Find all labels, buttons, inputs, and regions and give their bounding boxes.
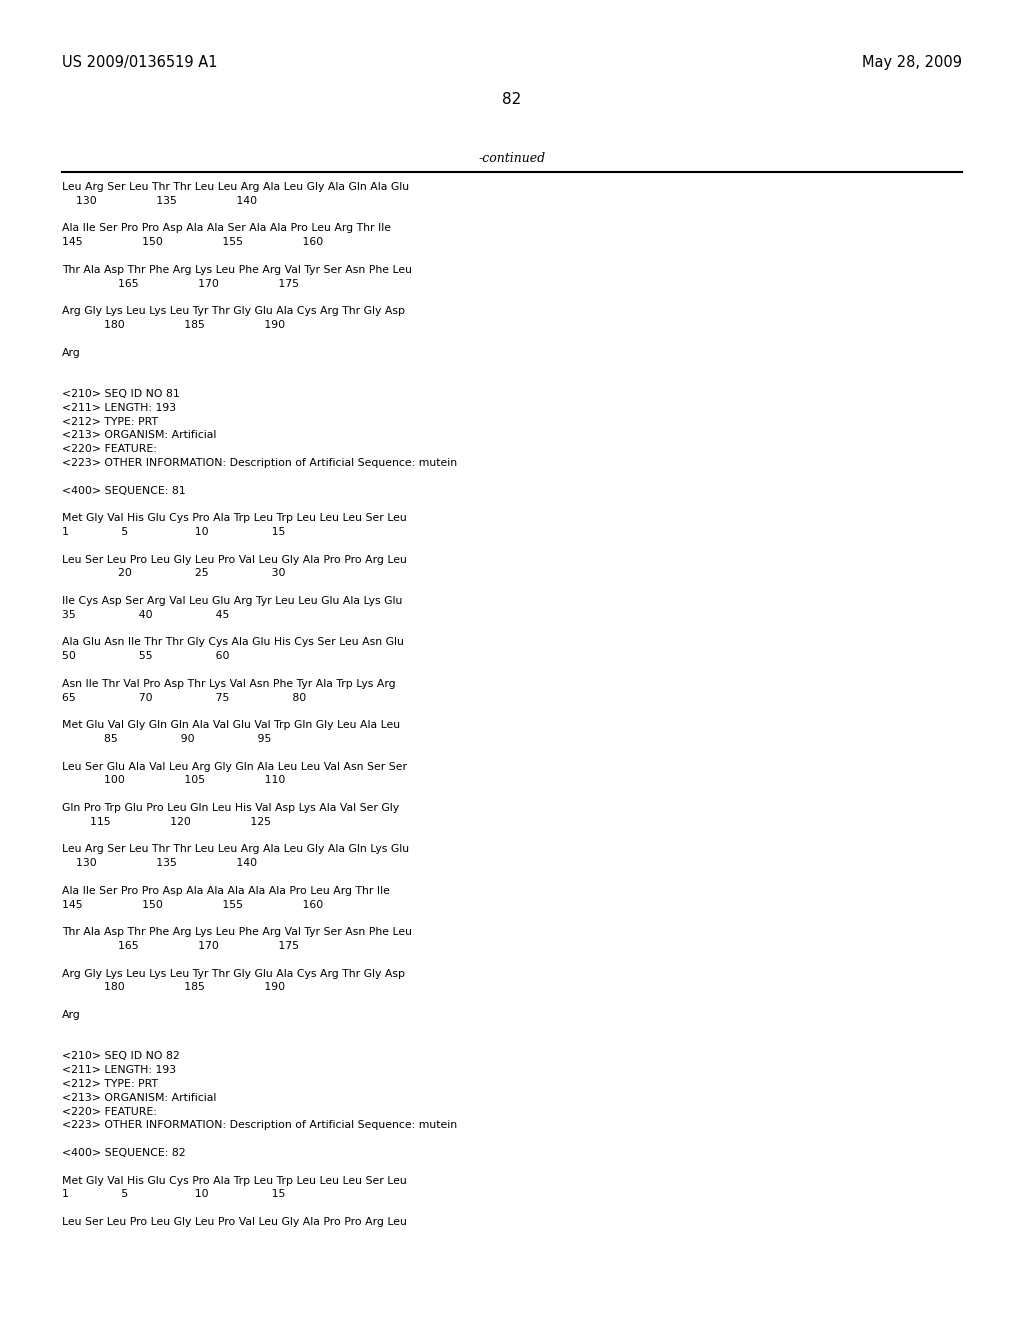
Text: <211> LENGTH: 193: <211> LENGTH: 193 — [62, 1065, 176, 1076]
Text: Thr Ala Asp Thr Phe Arg Lys Leu Phe Arg Val Tyr Ser Asn Phe Leu: Thr Ala Asp Thr Phe Arg Lys Leu Phe Arg … — [62, 265, 412, 275]
Text: Leu Ser Leu Pro Leu Gly Leu Pro Val Leu Gly Ala Pro Pro Arg Leu: Leu Ser Leu Pro Leu Gly Leu Pro Val Leu … — [62, 554, 407, 565]
Text: <213> ORGANISM: Artificial: <213> ORGANISM: Artificial — [62, 430, 216, 441]
Text: 180                 185                 190: 180 185 190 — [62, 319, 285, 330]
Text: 145                 150                 155                 160: 145 150 155 160 — [62, 238, 324, 247]
Text: 50                  55                  60: 50 55 60 — [62, 651, 229, 661]
Text: Asn Ile Thr Val Pro Asp Thr Lys Val Asn Phe Tyr Ala Trp Lys Arg: Asn Ile Thr Val Pro Asp Thr Lys Val Asn … — [62, 678, 395, 689]
Text: Ile Cys Asp Ser Arg Val Leu Glu Arg Tyr Leu Leu Glu Ala Lys Glu: Ile Cys Asp Ser Arg Val Leu Glu Arg Tyr … — [62, 597, 402, 606]
Text: 35                  40                  45: 35 40 45 — [62, 610, 229, 620]
Text: <223> OTHER INFORMATION: Description of Artificial Sequence: mutein: <223> OTHER INFORMATION: Description of … — [62, 1121, 457, 1130]
Text: Leu Ser Leu Pro Leu Gly Leu Pro Val Leu Gly Ala Pro Pro Arg Leu: Leu Ser Leu Pro Leu Gly Leu Pro Val Leu … — [62, 1217, 407, 1228]
Text: 145                 150                 155                 160: 145 150 155 160 — [62, 900, 324, 909]
Text: Arg Gly Lys Leu Lys Leu Tyr Thr Gly Glu Ala Cys Arg Thr Gly Asp: Arg Gly Lys Leu Lys Leu Tyr Thr Gly Glu … — [62, 306, 406, 317]
Text: Leu Ser Glu Ala Val Leu Arg Gly Gln Ala Leu Leu Val Asn Ser Ser: Leu Ser Glu Ala Val Leu Arg Gly Gln Ala … — [62, 762, 407, 772]
Text: <213> ORGANISM: Artificial: <213> ORGANISM: Artificial — [62, 1093, 216, 1102]
Text: 130                 135                 140: 130 135 140 — [62, 858, 257, 869]
Text: Met Glu Val Gly Gln Gln Ala Val Glu Val Trp Gln Gly Leu Ala Leu: Met Glu Val Gly Gln Gln Ala Val Glu Val … — [62, 721, 400, 730]
Text: Met Gly Val His Glu Cys Pro Ala Trp Leu Trp Leu Leu Leu Ser Leu: Met Gly Val His Glu Cys Pro Ala Trp Leu … — [62, 1176, 407, 1185]
Text: Arg Gly Lys Leu Lys Leu Tyr Thr Gly Glu Ala Cys Arg Thr Gly Asp: Arg Gly Lys Leu Lys Leu Tyr Thr Gly Glu … — [62, 969, 406, 978]
Text: Ala Ile Ser Pro Pro Asp Ala Ala Ala Ala Ala Pro Leu Arg Thr Ile: Ala Ile Ser Pro Pro Asp Ala Ala Ala Ala … — [62, 886, 390, 896]
Text: Gln Pro Trp Glu Pro Leu Gln Leu His Val Asp Lys Ala Val Ser Gly: Gln Pro Trp Glu Pro Leu Gln Leu His Val … — [62, 803, 399, 813]
Text: <210> SEQ ID NO 81: <210> SEQ ID NO 81 — [62, 389, 180, 399]
Text: 100                 105                 110: 100 105 110 — [62, 775, 286, 785]
Text: <400> SEQUENCE: 82: <400> SEQUENCE: 82 — [62, 1148, 185, 1158]
Text: 115                 120                 125: 115 120 125 — [62, 817, 271, 826]
Text: 1               5                   10                  15: 1 5 10 15 — [62, 1189, 286, 1200]
Text: Arg: Arg — [62, 1010, 81, 1020]
Text: May 28, 2009: May 28, 2009 — [862, 55, 962, 70]
Text: 165                 170                 175: 165 170 175 — [62, 941, 299, 950]
Text: <210> SEQ ID NO 82: <210> SEQ ID NO 82 — [62, 1052, 180, 1061]
Text: 20                  25                  30: 20 25 30 — [62, 569, 286, 578]
Text: Ala Ile Ser Pro Pro Asp Ala Ala Ser Ala Ala Pro Leu Arg Thr Ile: Ala Ile Ser Pro Pro Asp Ala Ala Ser Ala … — [62, 223, 391, 234]
Text: <212> TYPE: PRT: <212> TYPE: PRT — [62, 1078, 158, 1089]
Text: 65                  70                  75                  80: 65 70 75 80 — [62, 693, 306, 702]
Text: <223> OTHER INFORMATION: Description of Artificial Sequence: mutein: <223> OTHER INFORMATION: Description of … — [62, 458, 457, 469]
Text: <211> LENGTH: 193: <211> LENGTH: 193 — [62, 403, 176, 413]
Text: Thr Ala Asp Thr Phe Arg Lys Leu Phe Arg Val Tyr Ser Asn Phe Leu: Thr Ala Asp Thr Phe Arg Lys Leu Phe Arg … — [62, 927, 412, 937]
Text: 180                 185                 190: 180 185 190 — [62, 982, 285, 993]
Text: 82: 82 — [503, 92, 521, 107]
Text: Met Gly Val His Glu Cys Pro Ala Trp Leu Trp Leu Leu Leu Ser Leu: Met Gly Val His Glu Cys Pro Ala Trp Leu … — [62, 513, 407, 523]
Text: US 2009/0136519 A1: US 2009/0136519 A1 — [62, 55, 217, 70]
Text: <220> FEATURE:: <220> FEATURE: — [62, 445, 157, 454]
Text: 165                 170                 175: 165 170 175 — [62, 279, 299, 289]
Text: <220> FEATURE:: <220> FEATURE: — [62, 1106, 157, 1117]
Text: <400> SEQUENCE: 81: <400> SEQUENCE: 81 — [62, 486, 185, 495]
Text: 85                  90                  95: 85 90 95 — [62, 734, 271, 744]
Text: 1               5                   10                  15: 1 5 10 15 — [62, 527, 286, 537]
Text: -continued: -continued — [478, 152, 546, 165]
Text: <212> TYPE: PRT: <212> TYPE: PRT — [62, 417, 158, 426]
Text: Arg: Arg — [62, 347, 81, 358]
Text: Leu Arg Ser Leu Thr Thr Leu Leu Arg Ala Leu Gly Ala Gln Ala Glu: Leu Arg Ser Leu Thr Thr Leu Leu Arg Ala … — [62, 182, 410, 191]
Text: Leu Arg Ser Leu Thr Thr Leu Leu Arg Ala Leu Gly Ala Gln Lys Glu: Leu Arg Ser Leu Thr Thr Leu Leu Arg Ala … — [62, 845, 410, 854]
Text: 130                 135                 140: 130 135 140 — [62, 195, 257, 206]
Text: Ala Glu Asn Ile Thr Thr Gly Cys Ala Glu His Cys Ser Leu Asn Glu: Ala Glu Asn Ile Thr Thr Gly Cys Ala Glu … — [62, 638, 403, 647]
